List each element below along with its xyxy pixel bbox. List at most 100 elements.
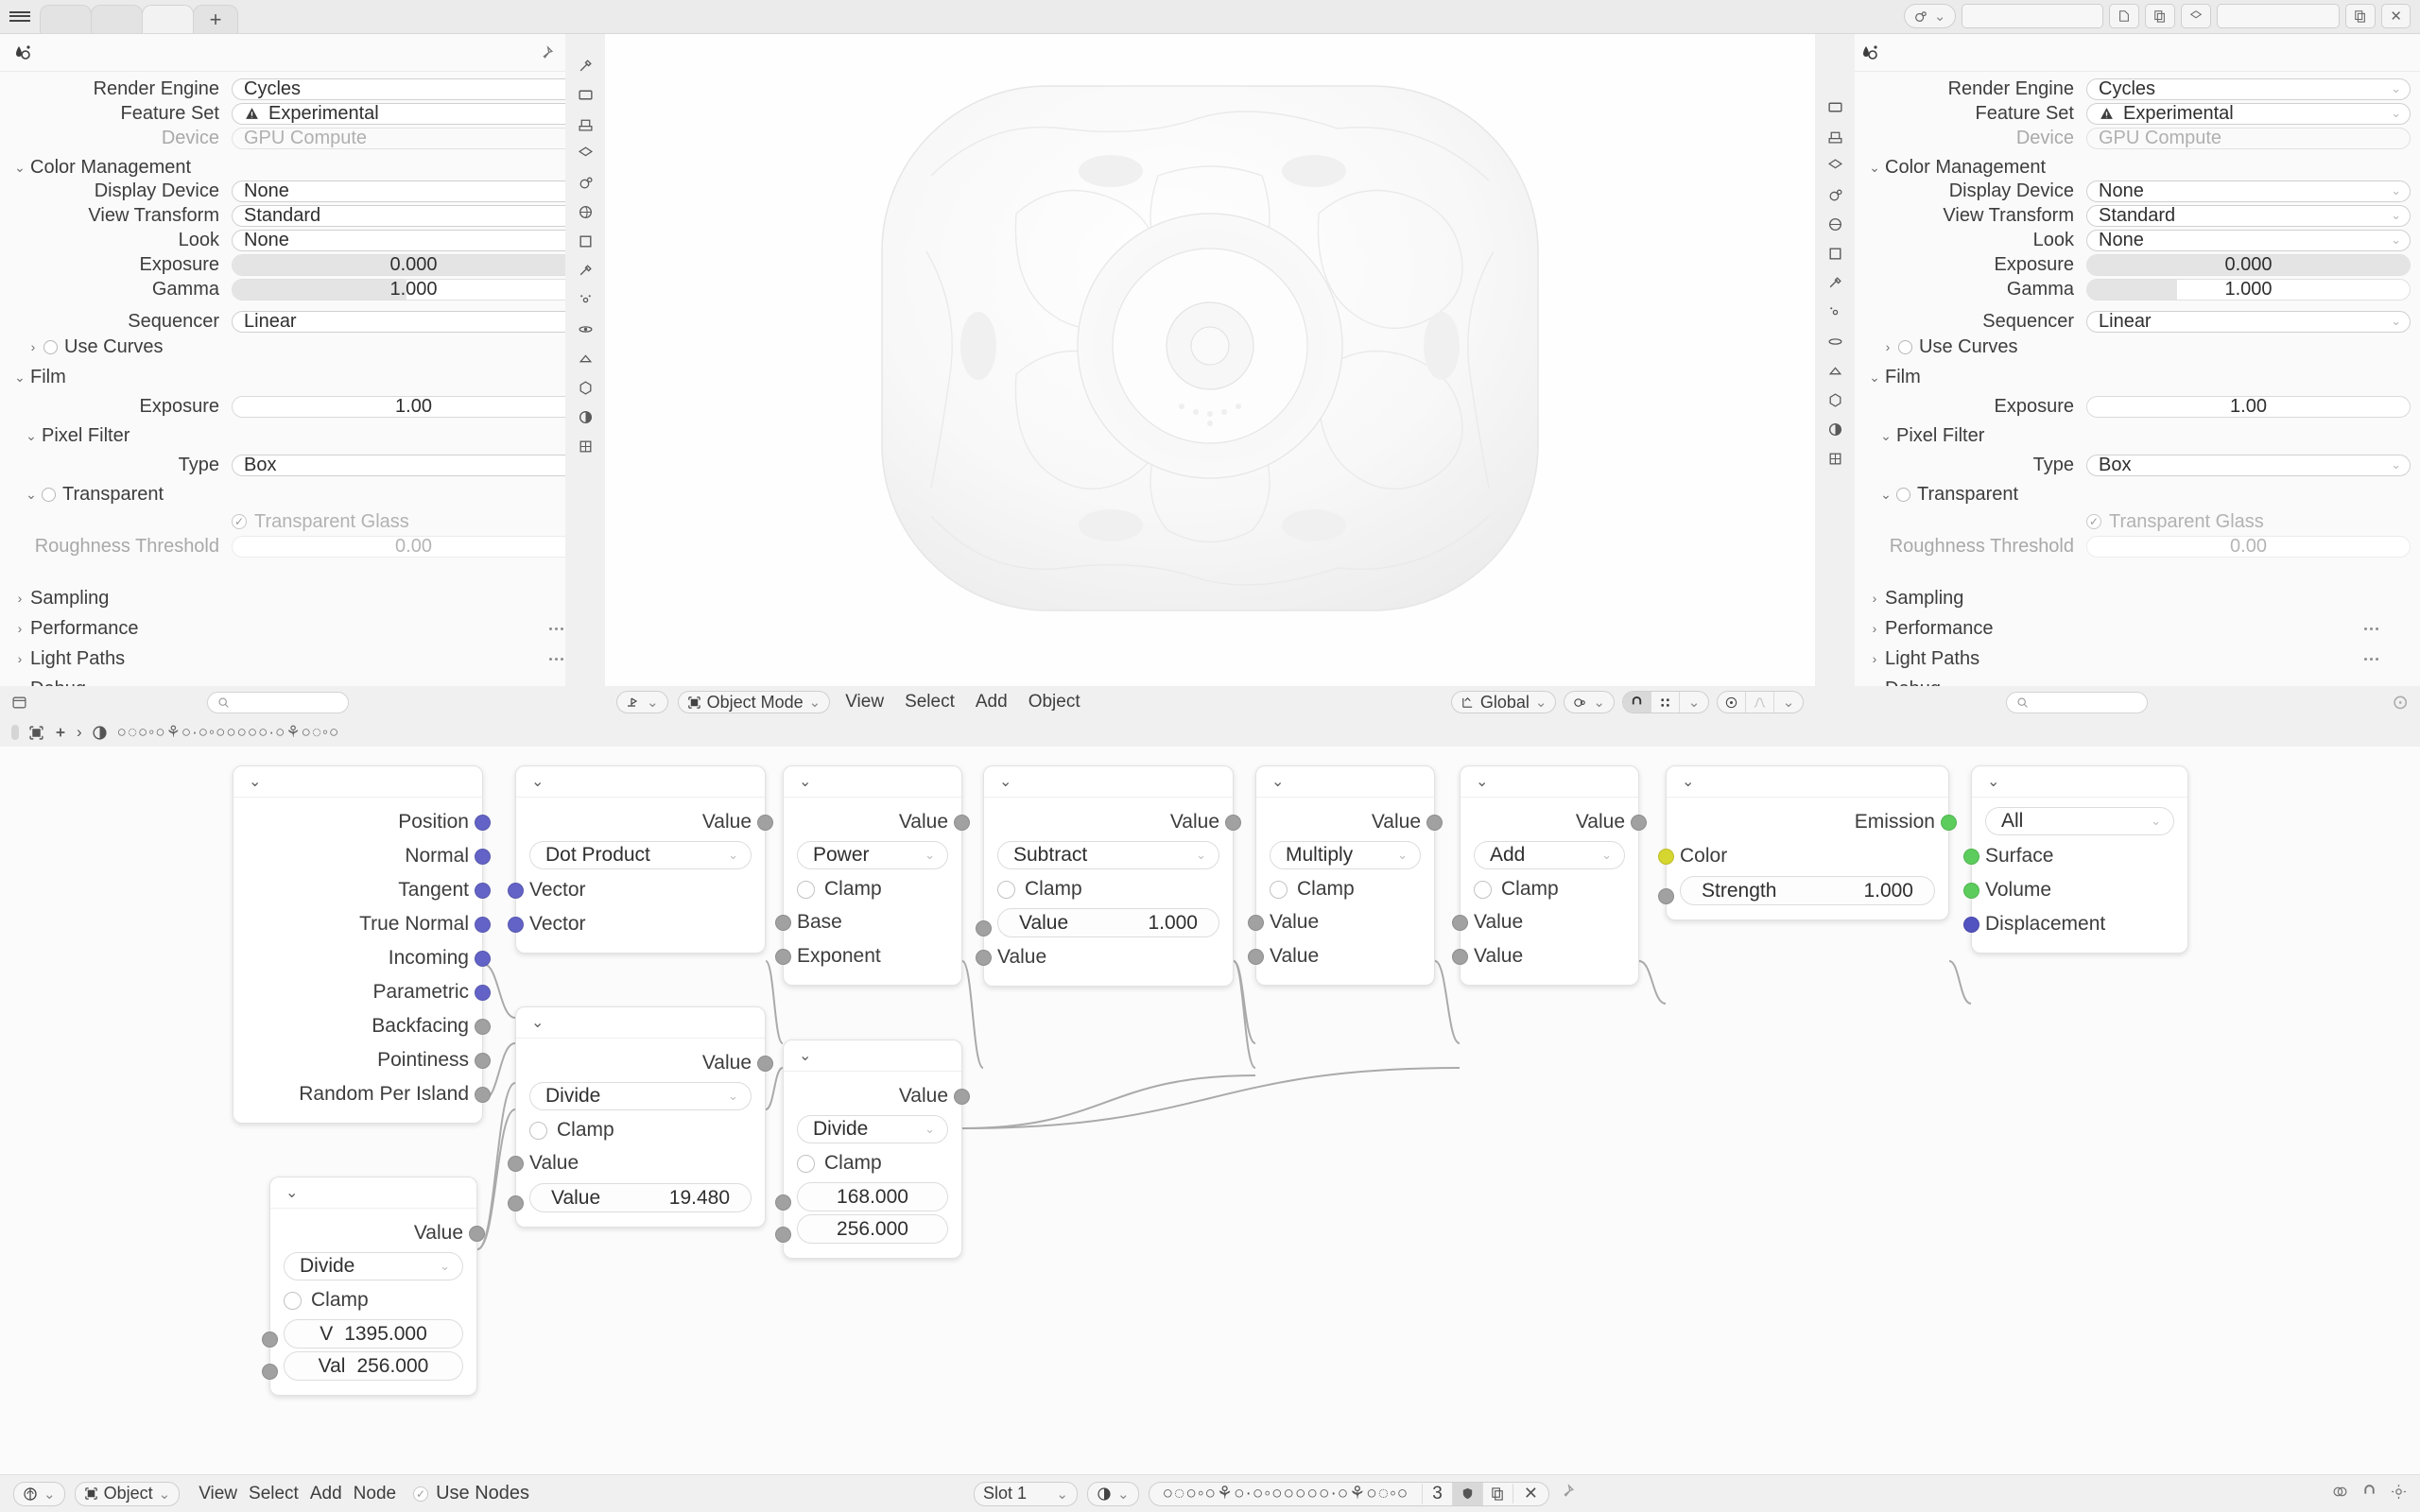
socket-power-exponent[interactable] <box>775 948 791 965</box>
tab-physics-icon-right[interactable] <box>1815 327 1855 356</box>
node-vector-math-header[interactable]: ⌄ <box>516 766 765 798</box>
tab-particles-icon-right[interactable] <box>1815 298 1855 327</box>
node-math-divide-168[interactable]: ⌄ Value Divide ⌄ Clamp 168.000 256.000 <box>775 1040 970 1259</box>
snap-magnet-icon[interactable] <box>1623 692 1651 713</box>
view-transform-dropdown-right[interactable]: Standard ⌄ <box>2086 204 2411 227</box>
subtract-clamp-row[interactable]: Clamp <box>984 873 1233 905</box>
properties-filter-icon-right[interactable]: ⊙ <box>2392 691 2409 713</box>
transparent-glass-checkbox[interactable]: ✓ <box>232 514 247 529</box>
roughness-threshold-field[interactable]: 0.00 <box>232 535 596 558</box>
node-math-divide-19-header[interactable]: ⌄ <box>516 1007 765 1039</box>
use-curves-checkbox[interactable] <box>43 339 58 354</box>
socket-divide1395-value-out[interactable] <box>469 1225 485 1242</box>
section-film[interactable]: ⌄ Film <box>9 365 596 389</box>
multiply-clamp-row[interactable]: Clamp <box>1256 873 1434 905</box>
row-use-curves[interactable]: › Use Curves <box>9 335 596 359</box>
socket-emission-color[interactable] <box>1658 848 1674 865</box>
tab-scene-icon[interactable] <box>565 168 605 198</box>
divide1395-operation-dropdown[interactable]: Divide ⌄ <box>284 1252 463 1280</box>
pin-icon[interactable] <box>1559 1483 1575 1505</box>
transform-orientation-selector[interactable]: Global ⌄ <box>1450 691 1557 713</box>
divide168-value-2-field[interactable]: 256.000 <box>797 1214 948 1244</box>
tab-render-icon-right[interactable] <box>1815 93 1855 122</box>
section-film-right[interactable]: ⌄ Film <box>1864 365 2411 389</box>
socket-multiply-value-out[interactable] <box>1426 814 1443 831</box>
fake-user-shield-icon[interactable] <box>1451 1482 1482 1505</box>
node-material-output[interactable]: ⌄ All ⌄ Surface Volume Displacement <box>1963 765 2188 954</box>
section-color-management[interactable]: ⌄ Color Management <box>9 155 596 180</box>
socket-tangent[interactable] <box>475 882 491 899</box>
display-device-dropdown-right[interactable]: None ⌄ <box>2086 180 2411 202</box>
use-nodes-checkbox[interactable]: ✓ <box>413 1486 429 1502</box>
section-performance-right[interactable]: › Performance <box>1864 616 2411 641</box>
options-icon[interactable] <box>2391 1484 2407 1504</box>
socket-incoming[interactable] <box>475 950 491 967</box>
divide19-clamp-checkbox[interactable] <box>529 1121 547 1140</box>
socket-emission-out[interactable] <box>1941 814 1957 831</box>
node-math-power[interactable]: ⌄ Value Power ⌄ Clamp Base Exponent <box>775 765 970 986</box>
socket-subtract-value-2[interactable] <box>976 949 992 966</box>
subtract-value-1-field[interactable]: Value 1.000 <box>997 908 1219 937</box>
tab-material-icon-right[interactable] <box>1815 415 1855 444</box>
section-performance[interactable]: › Performance <box>9 616 596 641</box>
cm-exposure-slider[interactable]: 0.000 <box>232 253 596 276</box>
socket-emission-strength[interactable] <box>1658 888 1674 904</box>
material-browse-icon[interactable]: ⌄ <box>1087 1481 1139 1506</box>
power-clamp-checkbox[interactable] <box>797 880 815 899</box>
tab-modifiers-icon[interactable] <box>565 256 605 285</box>
socket-vm-value[interactable] <box>757 814 773 831</box>
add-operation-dropdown[interactable]: Add ⌄ <box>1474 841 1625 869</box>
device-dropdown[interactable]: GPU Compute <box>232 127 596 149</box>
device-dropdown-right[interactable]: GPU Compute <box>2086 127 2411 149</box>
section-sampling-right[interactable]: › Sampling <box>1864 586 2411 610</box>
node-menu-node[interactable]: Node <box>353 1483 397 1503</box>
add-clamp-checkbox[interactable] <box>1474 880 1492 899</box>
section-pixel-filter[interactable]: ⌄ Pixel Filter <box>9 423 596 448</box>
node-emission-header[interactable]: ⌄ <box>1667 766 1948 798</box>
subtract-clamp-checkbox[interactable] <box>997 880 1015 899</box>
pixel-filter-type-dropdown-right[interactable]: Box ⌄ <box>2086 454 2411 476</box>
view-layer-name-field[interactable] <box>2217 4 2341 28</box>
proportional-edit-icon[interactable] <box>1718 692 1746 713</box>
material-slot-selector[interactable]: Slot 1 ⌄ <box>974 1481 1078 1506</box>
divide1395-clamp-checkbox[interactable] <box>284 1291 302 1310</box>
display-device-dropdown[interactable]: None ⌄ <box>232 180 596 202</box>
overlays-icon[interactable] <box>2332 1484 2348 1504</box>
node-math-divide-168-header[interactable]: ⌄ <box>784 1040 961 1072</box>
subtract-operation-dropdown[interactable]: Subtract ⌄ <box>997 841 1219 869</box>
emission-strength-field[interactable]: Strength 1.000 <box>1680 876 1935 905</box>
node-material-output-header[interactable]: ⌄ <box>1972 766 2187 798</box>
socket-vm-vector-2[interactable] <box>508 916 524 933</box>
tab-constraints-icon-right[interactable] <box>1815 356 1855 386</box>
tab-data-icon-right[interactable] <box>1815 386 1855 415</box>
viewport-menu-view[interactable]: View <box>845 692 885 712</box>
tab-data-icon[interactable] <box>565 373 605 403</box>
vector-math-operation-dropdown[interactable]: Dot Product ⌄ <box>529 841 752 869</box>
tab-tool-icon[interactable] <box>565 51 605 80</box>
socket-position[interactable] <box>475 814 491 831</box>
view-transform-dropdown[interactable]: Standard ⌄ <box>232 204 596 227</box>
section-light-paths-right[interactable]: › Light Paths <box>1864 646 2411 671</box>
view-layer-icon[interactable] <box>2181 4 2212 28</box>
node-math-divide-1395[interactable]: ⌄ Value Divide ⌄ Clamp V 1395.000 <box>262 1177 485 1396</box>
transparent-checkbox[interactable] <box>42 487 56 502</box>
socket-true-normal[interactable] <box>475 916 491 933</box>
socket-power-base[interactable] <box>775 914 791 931</box>
socket-divide1395-value-2[interactable] <box>262 1364 278 1380</box>
tab-scene-icon-right[interactable] <box>1815 180 1855 210</box>
socket-divide19-value-1[interactable] <box>508 1155 524 1172</box>
socket-divide1395-value-1[interactable] <box>262 1332 278 1348</box>
pivot-point-selector[interactable]: ⌄ <box>1564 691 1615 713</box>
look-dropdown-right[interactable]: None ⌄ <box>2086 229 2411 251</box>
node-math-subtract[interactable]: ⌄ Value Subtract ⌄ Clamp Value 1.000 Va <box>976 765 1241 987</box>
section-light-paths[interactable]: › Light Paths <box>9 646 596 671</box>
node-math-add-header[interactable]: ⌄ <box>1461 766 1638 798</box>
power-clamp-row[interactable]: Clamp <box>784 873 961 905</box>
material-users-count[interactable]: 3 <box>1422 1483 1452 1504</box>
tab-view-layer-icon-right[interactable] <box>1815 151 1855 180</box>
copy-scene-icon[interactable] <box>2145 4 2176 28</box>
node-emission[interactable]: ⌄ Emission Color Strength 1.000 <box>1658 765 1957 920</box>
new-scene-icon[interactable] <box>2109 4 2140 28</box>
divide168-clamp-checkbox[interactable] <box>797 1154 815 1173</box>
duplicate-material-icon[interactable] <box>1481 1482 1512 1505</box>
